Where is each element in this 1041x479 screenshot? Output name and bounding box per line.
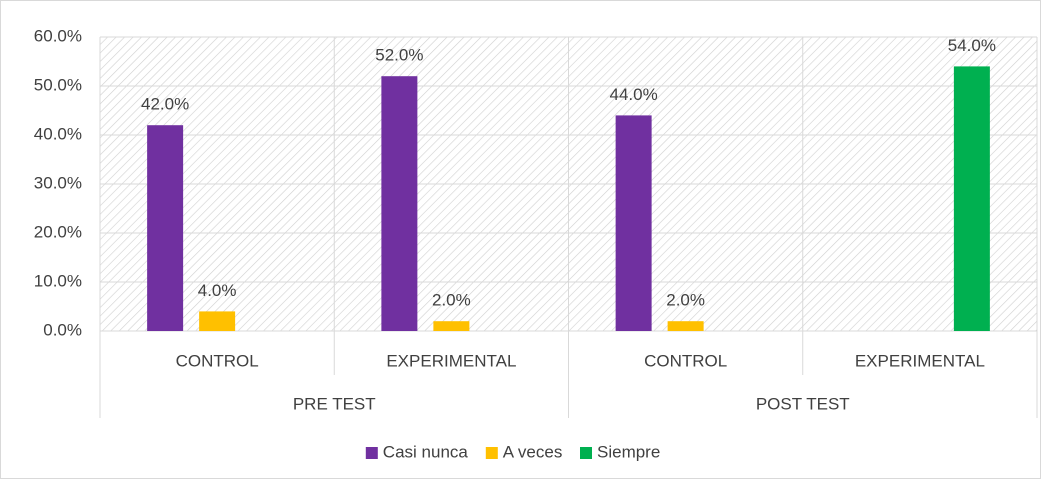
- legend-swatch: [365, 447, 378, 459]
- bar: [433, 321, 470, 331]
- data-label: 52.0%: [375, 46, 423, 65]
- x-tick-label: CONTROL: [176, 351, 259, 370]
- legend-swatch: [485, 447, 498, 459]
- group-label: PRE TEST: [293, 394, 376, 413]
- bar: [615, 115, 652, 332]
- data-label: 2.0%: [666, 291, 705, 310]
- legend-swatch: [580, 447, 592, 459]
- group-label: POST TEST: [756, 394, 850, 413]
- x-tick-label: CONTROL: [644, 351, 727, 370]
- bar: [199, 311, 236, 331]
- y-tick-label: 30.0%: [34, 173, 82, 192]
- y-tick-label: 50.0%: [34, 75, 82, 94]
- data-label: 44.0%: [610, 85, 658, 104]
- x-tick-label: EXPERIMENTAL: [386, 351, 516, 370]
- y-tick-label: 0.0%: [43, 320, 82, 339]
- bar: [147, 125, 184, 331]
- legend-label: Casi nunca: [383, 442, 469, 461]
- data-label: 54.0%: [948, 36, 996, 55]
- data-label: 4.0%: [198, 281, 237, 300]
- y-tick-label: 10.0%: [34, 271, 82, 290]
- data-label: 42.0%: [141, 95, 189, 114]
- y-tick-label: 40.0%: [34, 124, 82, 143]
- legend-label: A veces: [503, 442, 563, 461]
- y-tick-label: 20.0%: [34, 222, 82, 241]
- x-tick-label: EXPERIMENTAL: [855, 351, 985, 370]
- bar: [667, 321, 704, 331]
- y-tick-label: 60.0%: [34, 26, 82, 45]
- data-label: 2.0%: [432, 291, 471, 310]
- bar: [953, 66, 990, 332]
- bar: [381, 76, 418, 331]
- legend-label: Siempre: [597, 442, 660, 461]
